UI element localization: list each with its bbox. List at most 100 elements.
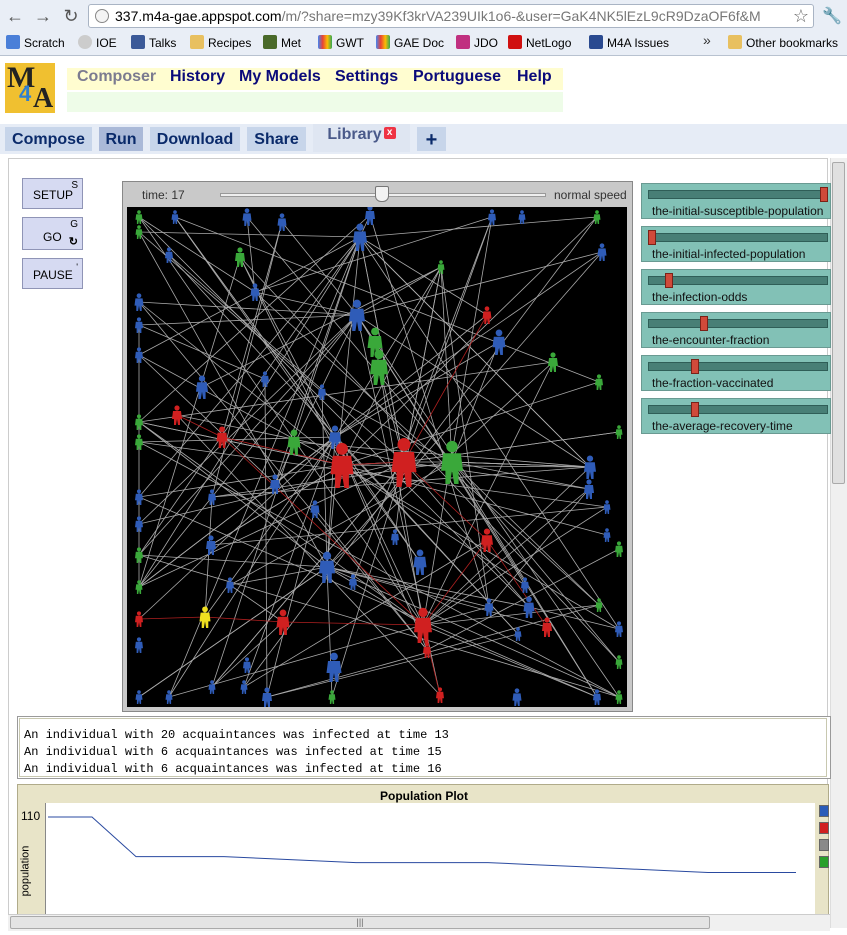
agent-person-icon[interactable]: [349, 574, 357, 590]
agent-person-icon[interactable]: [135, 489, 143, 505]
agent-person-icon[interactable]: [521, 577, 529, 593]
plot-area[interactable]: [45, 803, 815, 919]
agent-person-icon[interactable]: [593, 689, 601, 705]
m4a-logo[interactable]: M 4 A: [5, 61, 55, 114]
agent-person-icon[interactable]: [135, 317, 143, 333]
agent-person-icon[interactable]: [319, 551, 335, 583]
agent-person-icon[interactable]: [287, 429, 301, 455]
agent-person-icon[interactable]: [135, 690, 143, 704]
agent-person-icon[interactable]: [165, 247, 173, 263]
agent-person-icon[interactable]: [548, 352, 558, 372]
agent-person-icon[interactable]: [615, 621, 623, 637]
agent-person-icon[interactable]: [276, 609, 290, 635]
agent-person-icon[interactable]: [584, 479, 594, 499]
agent-person-icon[interactable]: [135, 547, 143, 563]
go-button[interactable]: GO G ↻: [22, 217, 83, 250]
tab-run[interactable]: Run: [99, 127, 143, 151]
menu-my-models[interactable]: My Models: [239, 68, 321, 85]
tab-share[interactable]: Share: [247, 127, 306, 151]
slider-track[interactable]: [648, 276, 828, 285]
agent-person-icon[interactable]: [326, 652, 342, 682]
agent-person-icon[interactable]: [353, 223, 367, 251]
slider-thumb[interactable]: [699, 316, 708, 331]
reload-icon[interactable]: ↻: [63, 6, 79, 26]
slider-initial-susceptible-population[interactable]: the-initial-susceptible-population: [641, 183, 831, 219]
agent-person-icon[interactable]: [512, 688, 522, 706]
agent-person-icon[interactable]: [196, 375, 208, 399]
menu-help[interactable]: Help: [517, 68, 552, 85]
agent-person-icon[interactable]: [135, 434, 143, 450]
agent-person-icon[interactable]: [603, 528, 611, 542]
agent-person-icon[interactable]: [134, 293, 144, 311]
agent-person-icon[interactable]: [135, 580, 143, 594]
agent-person-icon[interactable]: [349, 299, 365, 331]
agent-person-icon[interactable]: [595, 374, 603, 390]
slider-thumb[interactable]: [691, 359, 699, 374]
bookmark-gae-doc[interactable]: GAE Doc: [376, 35, 444, 53]
bookmark-netlogo[interactable]: NetLogo: [508, 35, 571, 53]
agent-person-icon[interactable]: [413, 549, 427, 575]
close-tab-icon[interactable]: x: [383, 127, 396, 139]
bookmark-star-icon[interactable]: ☆: [792, 6, 809, 26]
menu-settings[interactable]: Settings: [335, 68, 399, 85]
agent-person-icon[interactable]: [595, 598, 603, 612]
tab-library[interactable]: Library x: [313, 124, 410, 152]
vertical-scroll-thumb[interactable]: [832, 162, 845, 484]
slider-track[interactable]: [648, 319, 828, 328]
agent-person-icon[interactable]: [208, 680, 216, 694]
other-bookmarks[interactable]: Other bookmarks: [728, 35, 838, 53]
slider-thumb[interactable]: [691, 402, 699, 417]
slider-infection-odds[interactable]: the-infection-odds: [641, 269, 831, 305]
slider-track[interactable]: [648, 362, 828, 371]
agent-person-icon[interactable]: [593, 210, 601, 224]
slider-encounter-fraction[interactable]: the-encounter-fraction: [641, 312, 831, 348]
wrench-icon[interactable]: 🔧: [822, 8, 842, 25]
slider-thumb[interactable]: [648, 230, 656, 245]
agent-person-icon[interactable]: [597, 243, 607, 261]
back-arrow-icon[interactable]: ←: [6, 6, 24, 26]
agent-person-icon[interactable]: [318, 384, 326, 400]
agent-person-icon[interactable]: [437, 260, 445, 274]
agent-person-icon[interactable]: [199, 606, 211, 628]
agent-person-icon[interactable]: [135, 414, 143, 430]
agent-person-icon[interactable]: [542, 617, 552, 637]
more-bookmarks-chevron-icon[interactable]: »: [703, 32, 711, 48]
agent-person-icon[interactable]: [171, 210, 179, 224]
agent-person-icon[interactable]: [135, 516, 143, 532]
world-canvas[interactable]: [127, 207, 627, 707]
agent-person-icon[interactable]: [518, 210, 526, 224]
bookmark-gwt[interactable]: GWT: [318, 35, 364, 53]
bookmark-recipes[interactable]: Recipes: [190, 35, 251, 53]
agent-person-icon[interactable]: [250, 283, 260, 301]
bookmark-talks[interactable]: Talks: [131, 35, 176, 53]
pause-button[interactable]: PAUSE ': [22, 258, 83, 289]
tab-download[interactable]: Download: [150, 127, 240, 151]
agent-person-icon[interactable]: [584, 455, 596, 479]
agent-person-icon[interactable]: [328, 690, 336, 704]
slider-fraction-vaccinated[interactable]: the-fraction-vaccinated: [641, 355, 831, 391]
menu-history[interactable]: History: [170, 68, 226, 85]
agent-person-icon[interactable]: [441, 440, 463, 484]
page-info-icon[interactable]: [95, 9, 109, 23]
bookmark-m4a-issues[interactable]: M4A Issues: [589, 35, 669, 53]
menu-portuguese[interactable]: Portuguese: [413, 68, 502, 85]
agent-person-icon[interactable]: [172, 405, 182, 425]
address-bar[interactable]: 337.m4a-gae.appspot.com/m/?share=mzy39Kf…: [88, 4, 814, 28]
agent-person-icon[interactable]: [615, 690, 623, 704]
agent-person-icon[interactable]: [484, 598, 494, 616]
agent-person-icon[interactable]: [226, 577, 234, 593]
bookmark-jdo[interactable]: JDO: [456, 35, 498, 53]
agent-person-icon[interactable]: [391, 529, 399, 545]
agent-person-icon[interactable]: [135, 210, 143, 224]
slider-track[interactable]: [648, 405, 828, 414]
agent-person-icon[interactable]: [242, 208, 252, 226]
agent-person-icon[interactable]: [482, 306, 492, 324]
agent-person-icon[interactable]: [310, 500, 320, 518]
forward-arrow-icon[interactable]: →: [34, 6, 52, 26]
agent-person-icon[interactable]: [261, 371, 269, 387]
agent-person-icon[interactable]: [243, 657, 251, 673]
agent-person-icon[interactable]: [365, 207, 375, 225]
horizontal-scroll-thumb[interactable]: |||: [10, 916, 710, 929]
agent-person-icon[interactable]: [165, 690, 173, 704]
agent-person-icon[interactable]: [492, 329, 506, 355]
